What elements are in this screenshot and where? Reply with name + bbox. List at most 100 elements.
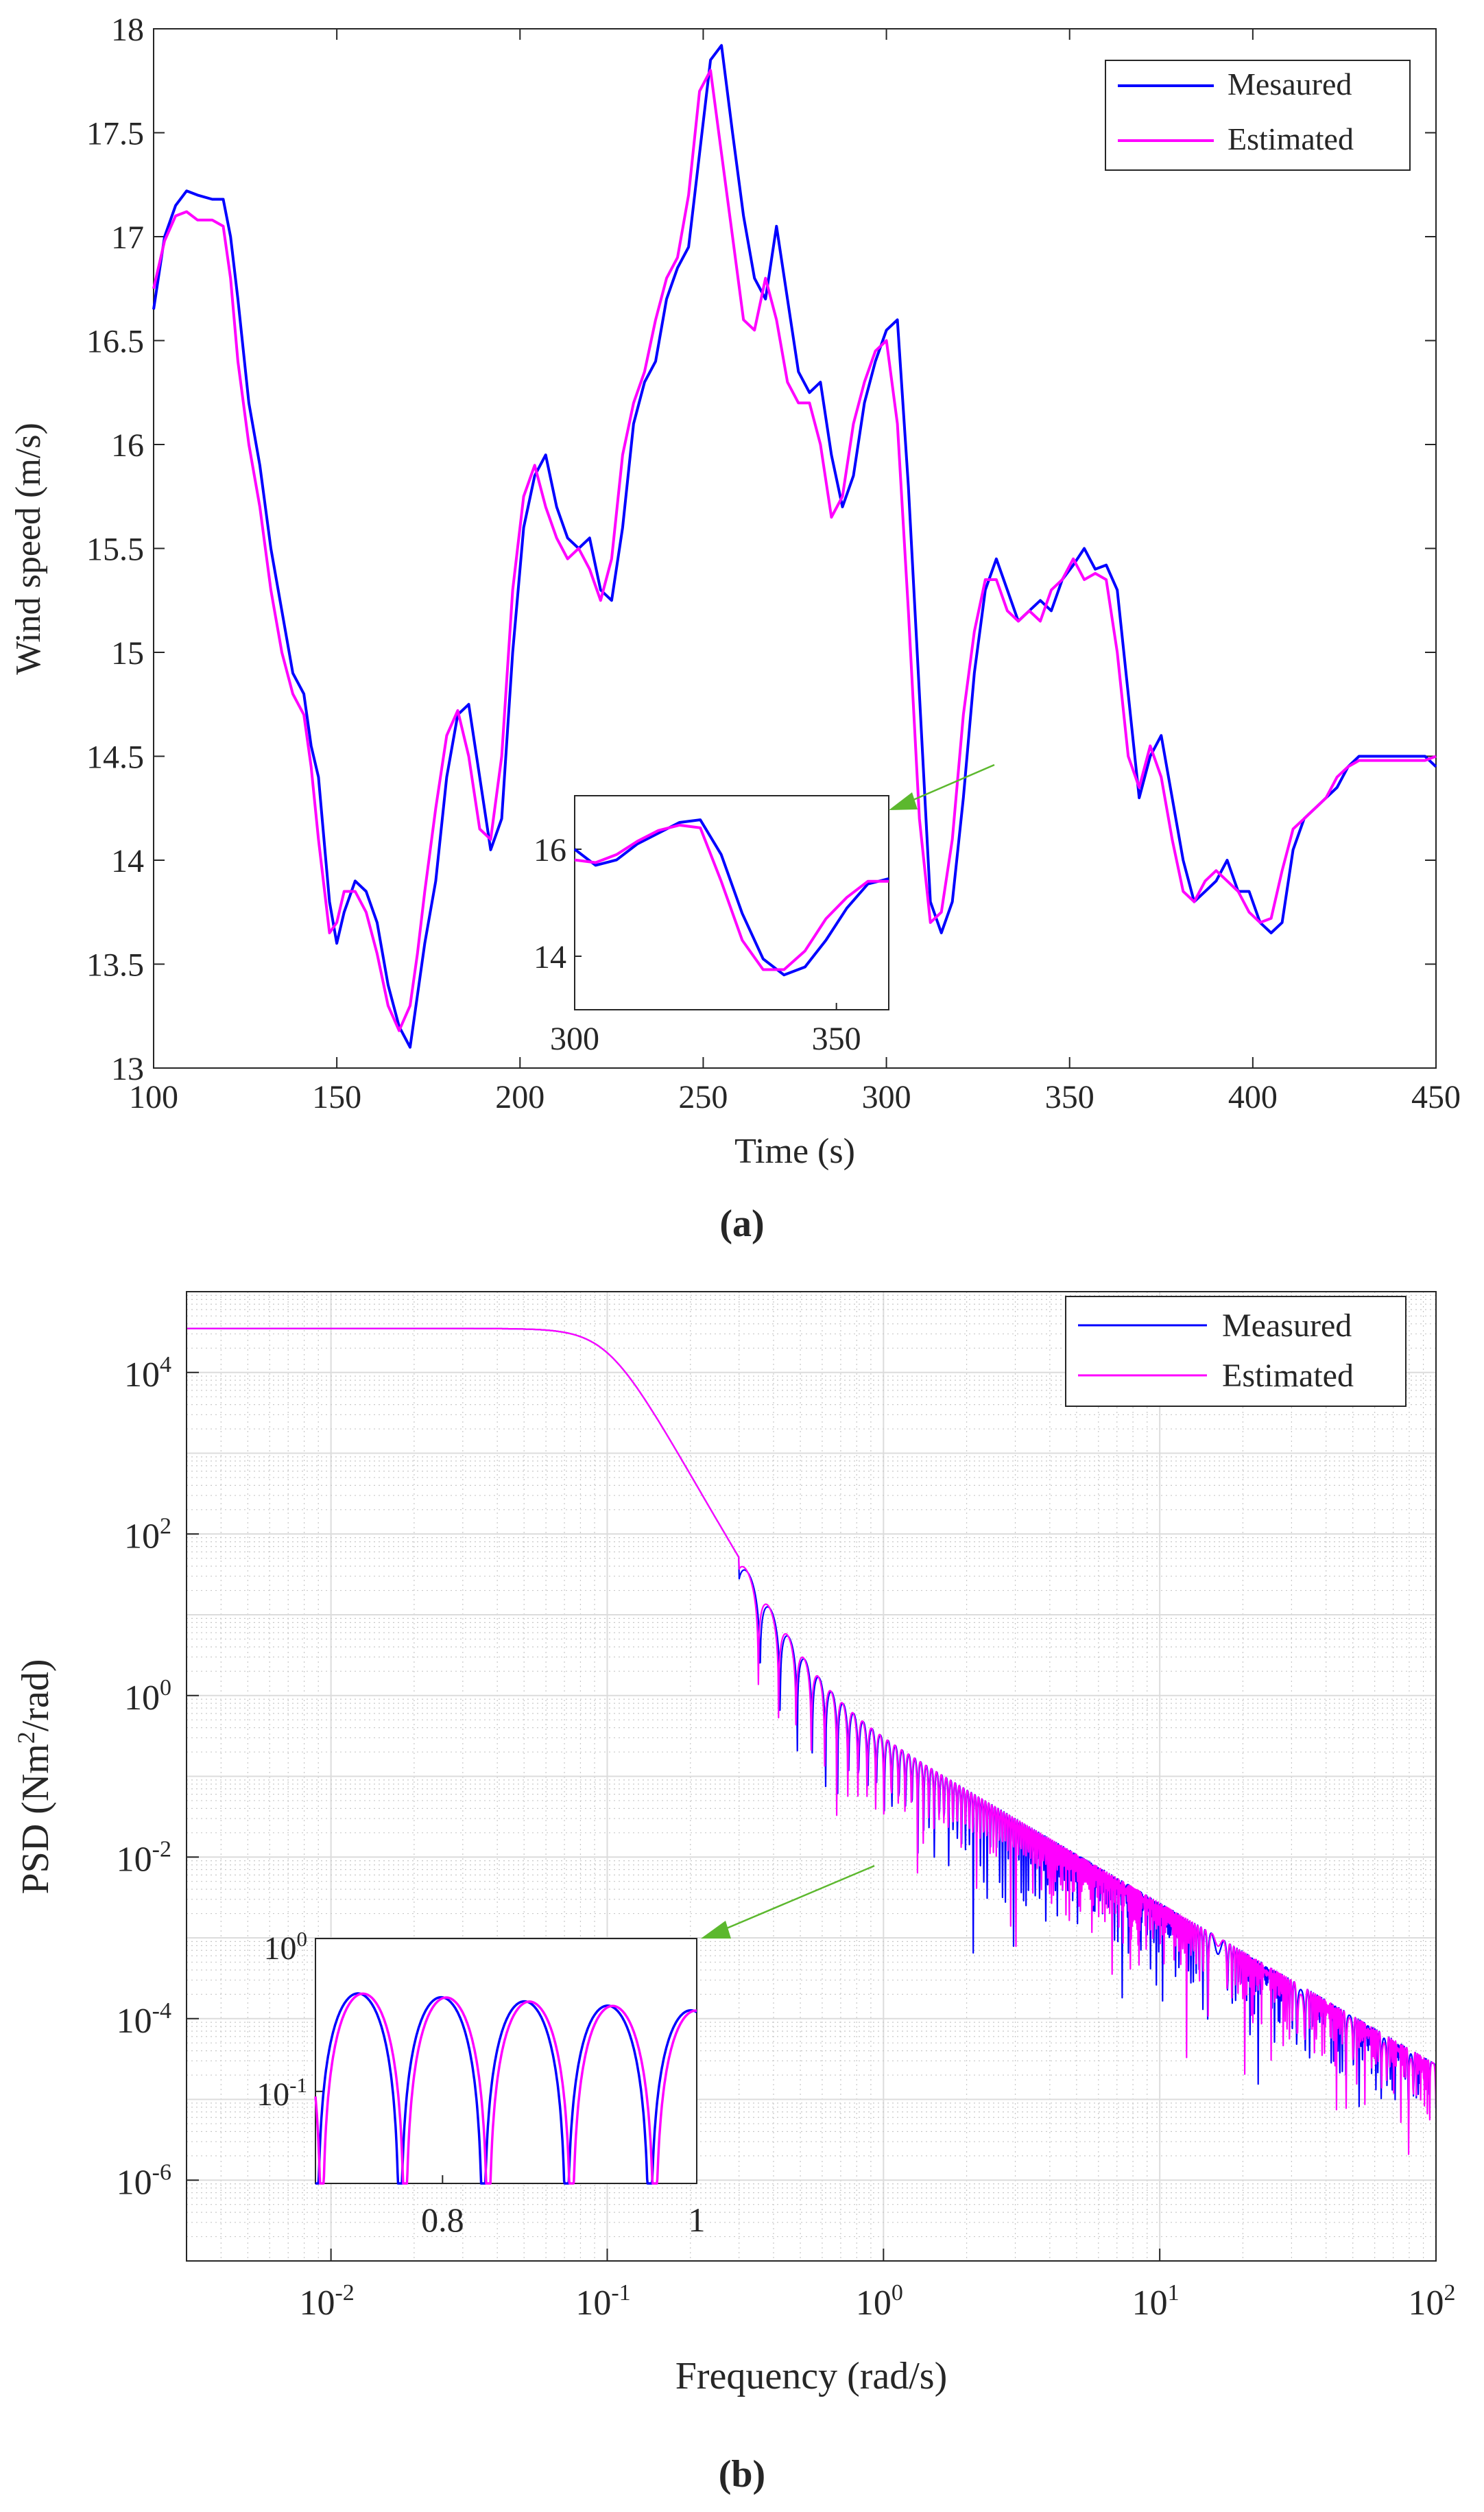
b-y-tick-label-2-base: 10: [117, 1840, 152, 1879]
b-x-tick-label-3-exponent: 1: [1168, 2280, 1180, 2306]
panel-b-inset-series: [314, 1992, 698, 2185]
x-tick-label-100: 100: [129, 1079, 178, 1115]
panel-a-inset: 300 350 14 16: [534, 795, 889, 1057]
inset-a-x-tick-label-300: 300: [550, 1021, 599, 1057]
b-x-tick-label-1: 10-1: [575, 2280, 630, 2323]
y-tick-label-18: 18: [111, 12, 144, 48]
panel-a: 100 150 200 250 300 350 400 450 13 13.5 14 14.5 15 15…: [9, 12, 1461, 1245]
x-tick-label-150: 150: [312, 1079, 361, 1115]
panel-b-series: [186, 1327, 1437, 2155]
y-tick-label-17: 17: [111, 220, 144, 256]
inset-a-y-tick-label-14: 14: [534, 939, 566, 975]
y-tick-label-15: 15: [111, 635, 144, 672]
series-a-mesaured-line: [152, 44, 1437, 1049]
panel-a-inset-arrow: [903, 763, 995, 805]
inset-b-y-tick-label-1-exponent: -1: [289, 2073, 307, 2097]
panel-a-legend-box: [1105, 60, 1411, 171]
inset-a-mesaured-line: [573, 818, 889, 977]
panel-a-legend: Mesaured Estimated: [1105, 60, 1411, 171]
panel-b-ylabel: PSD (Nm2/rad): [12, 1659, 57, 1894]
legend-b-measured-label: Measured: [1222, 1307, 1352, 1344]
b-y-tick-label-5-exponent: 4: [160, 1352, 171, 1377]
b-x-tick-label-2-base: 10: [856, 2284, 891, 2323]
y-tick-label-15.5: 15.5: [86, 532, 144, 568]
panel-b-xlabel: Frequency (rad/s): [675, 2355, 948, 2397]
panel-b-inset-arrowhead: [701, 1921, 731, 1939]
b-x-tick-label-2-exponent: 0: [891, 2280, 903, 2306]
y-tick-label-13.5: 13.5: [86, 947, 144, 984]
x-tick-label-450: 450: [1411, 1079, 1461, 1115]
x-tick-label-300: 300: [862, 1079, 911, 1115]
panel-b-ylabel-end: /rad): [14, 1659, 57, 1731]
b-x-tick-label-1-base: 10: [575, 2284, 611, 2323]
inset-b-estimated-line: [314, 1992, 698, 2185]
y-tick-label-13: 13: [111, 1051, 144, 1087]
b-y-tick-label-3: 100: [124, 1675, 171, 1718]
inset-b-y-tick-label-0: 100: [264, 1927, 308, 1967]
inset-b-x-tick-label-0: 0.8: [421, 2201, 464, 2239]
b-y-tick-label-5: 104: [124, 1352, 171, 1395]
panel-a-inset-ticks: 300 350 14 16: [534, 832, 861, 1057]
b-x-tick-label-3-base: 10: [1132, 2284, 1168, 2323]
y-tick-label-16: 16: [111, 427, 144, 464]
x-tick-label-200: 200: [495, 1079, 544, 1115]
legend-a-measured-label: Mesaured: [1228, 67, 1352, 102]
b-y-tick-label-2: 10-2: [117, 1836, 171, 1879]
b-x-tick-label-0-base: 10: [299, 2284, 335, 2323]
inset-a-estimated-line: [574, 823, 889, 971]
b-y-tick-label-1: 10-4: [117, 1998, 171, 2041]
panel-b-plot-frame: [186, 1291, 1437, 2262]
b-y-tick-label-4: 102: [124, 1513, 171, 1556]
panel-a-inset-plot-area: [574, 795, 889, 1010]
panel-b-ylabel-superscript: 2: [12, 1731, 40, 1744]
b-y-tick-label-0: 10-6: [117, 2159, 171, 2202]
inset-b-y-tick-label-1-base: 10: [256, 2076, 289, 2113]
y-tick-label-17.5: 17.5: [86, 116, 144, 152]
b-y-tick-label-1-exponent: -4: [152, 1998, 171, 2024]
b-y-tick-label-4-exponent: 2: [160, 1513, 171, 1539]
b-y-tick-label-0-base: 10: [117, 2163, 152, 2202]
inset-a-y-tick-label-16: 16: [534, 832, 566, 868]
legend-a-estimated-label: Estimated: [1228, 121, 1354, 156]
b-y-tick-label-3-base: 10: [124, 1679, 160, 1718]
panel-b-caption: (b): [719, 2453, 765, 2496]
panel-a-caption: (a): [719, 1202, 764, 1245]
b-y-tick-label-4-base: 10: [124, 1517, 160, 1556]
b-y-tick-label-5-base: 10: [124, 1355, 160, 1395]
b-x-tick-label-4: 102: [1409, 2280, 1456, 2323]
y-tick-label-14.5: 14.5: [86, 739, 144, 776]
inset-b-x-tick-label-1: 1: [689, 2201, 706, 2239]
panel-a-series: [152, 44, 1437, 1049]
x-tick-label-350: 350: [1045, 1079, 1094, 1115]
series-a-estimated-line: [152, 69, 1437, 1032]
y-tick-label-16.5: 16.5: [86, 324, 144, 360]
panel-a-inset-series: [573, 818, 889, 977]
x-tick-label-250: 250: [678, 1079, 728, 1115]
inset-b-y-tick-label-0-base: 10: [264, 1930, 297, 1967]
panel-b-legend-box: [1065, 1296, 1407, 1407]
panel-b-ylabel-start: PSD (Nm: [14, 1744, 57, 1894]
x-tick-label-400: 400: [1228, 1079, 1278, 1115]
panel-a-ylabel: Wind speed (m/s): [9, 423, 48, 675]
b-x-tick-label-1-exponent: -1: [611, 2280, 630, 2306]
inset-b-y-tick-label-0-exponent: 0: [297, 1927, 308, 1951]
panel-a-xlabel: Time (s): [734, 1132, 855, 1171]
panel-b-inset-plot-area: [315, 1938, 697, 2184]
b-y-tick-label-3-exponent: 0: [160, 1675, 171, 1701]
b-x-tick-label-4-exponent: 2: [1444, 2280, 1456, 2306]
b-x-tick-label-3: 101: [1132, 2280, 1180, 2323]
inset-b-y-tick-label-1: 10-1: [256, 2073, 307, 2113]
b-x-tick-label-2: 100: [856, 2280, 903, 2323]
b-x-tick-label-4-base: 10: [1409, 2284, 1444, 2323]
panel-b-inset-arrow: [718, 1864, 875, 1933]
legend-b-estimated-label: Estimated: [1222, 1358, 1354, 1394]
b-x-tick-label-0: 10-2: [299, 2280, 354, 2323]
inset-b-measured-line: [314, 1992, 698, 2185]
panel-a-ticks: 100 150 200 250 300 350 400 450 13 13.5 14 14.5 15 15…: [86, 12, 1461, 1115]
panel-a-inset-arrowhead: [889, 792, 918, 810]
